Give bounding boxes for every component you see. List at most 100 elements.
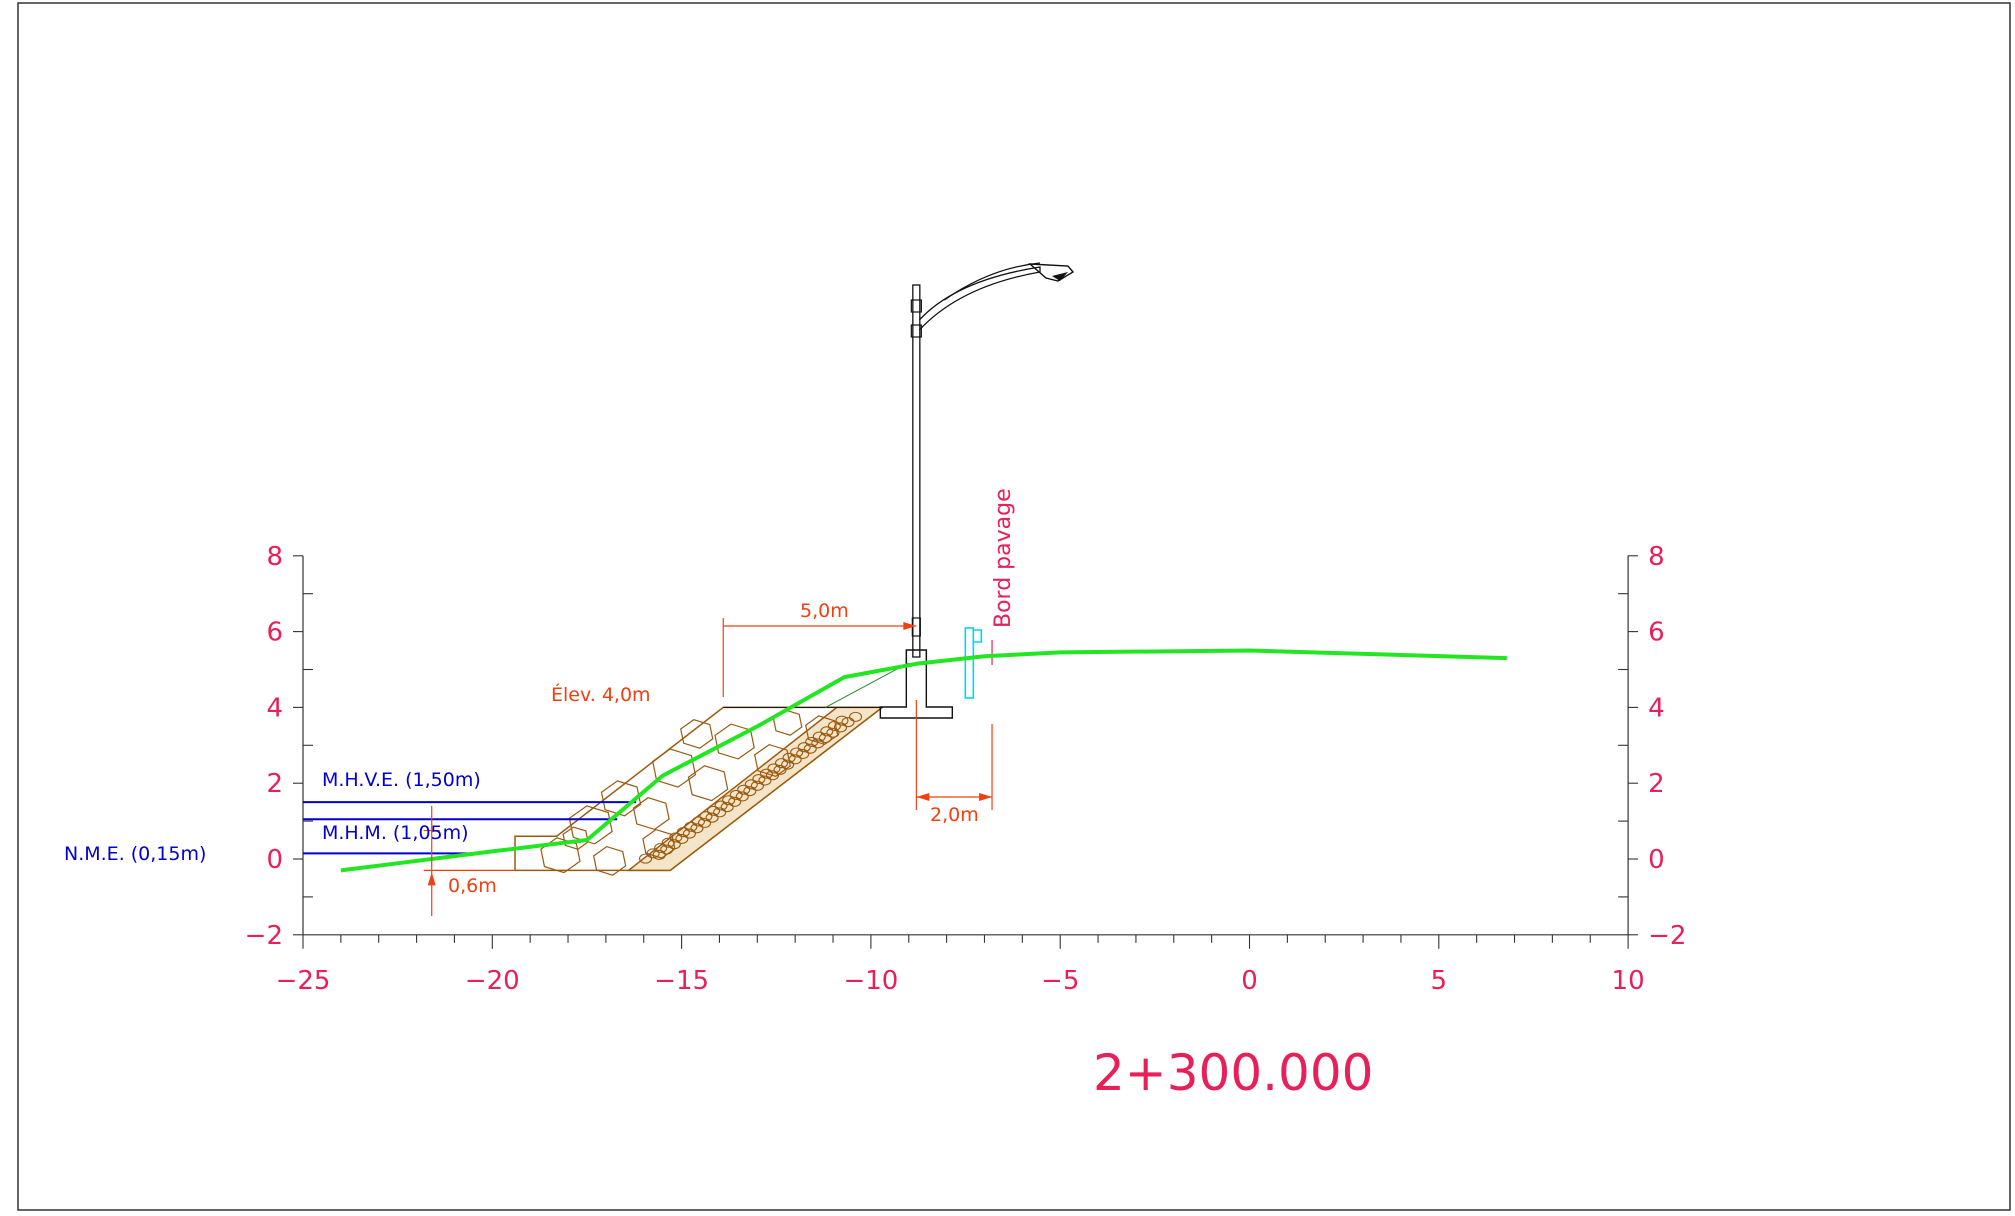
riprap-pebble <box>697 817 712 829</box>
dimension-arrow <box>979 793 993 801</box>
station-label: 2+300.000 <box>1093 1044 1373 1102</box>
riprap-pebble <box>788 754 802 765</box>
y-tick-label-right: 4 <box>1648 693 1665 723</box>
riprap-pebble <box>713 807 727 818</box>
riprap-stone <box>680 719 714 749</box>
y-tick-label-left: −2 <box>245 921 283 951</box>
riprap-pebble <box>752 773 766 785</box>
riprap-pebble <box>796 748 810 760</box>
riprap-pebble <box>699 811 713 822</box>
riprap-pebble <box>690 823 704 834</box>
x-tick-label: 10 <box>1612 966 1645 996</box>
y-tick-label-right: 6 <box>1648 618 1665 648</box>
riprap-pebble <box>728 796 742 807</box>
riprap-pebble <box>811 738 825 749</box>
dimension-lines <box>423 618 993 916</box>
x-tick-label: 5 <box>1431 966 1448 996</box>
y-tick-label-left: 2 <box>266 769 283 799</box>
riprap-pebble <box>835 715 849 726</box>
riprap-stone <box>652 748 697 788</box>
label-mhm: M.H.M. (1,05m) <box>322 822 469 844</box>
riprap-pebble <box>849 711 863 722</box>
grading-line <box>825 663 907 708</box>
riprap-stone <box>754 743 791 777</box>
riprap-pebble <box>782 752 796 763</box>
pole-arm <box>918 266 1041 331</box>
label-nme: N.M.E. (0,15m) <box>64 843 206 865</box>
riprap-pebble <box>705 812 719 823</box>
y-tick-label-right: 0 <box>1648 845 1665 875</box>
riprap-pebble <box>684 821 698 832</box>
x-tick-label: 0 <box>1241 966 1258 996</box>
riprap-pebble <box>682 828 696 839</box>
riprap-pebble <box>661 837 675 848</box>
luminaire <box>1028 263 1075 282</box>
riprap-pebble <box>758 775 772 786</box>
riprap-pebble <box>826 727 840 738</box>
riprap-stone <box>805 715 839 746</box>
riprap-stone <box>540 837 581 874</box>
y-tick-label-left: 6 <box>266 618 283 648</box>
riprap-pebble <box>774 758 789 769</box>
riprap-pebble <box>759 768 773 779</box>
light-pole <box>723 262 1075 719</box>
riprap-pebble <box>676 827 690 838</box>
ground-line <box>340 648 1507 873</box>
riprap-pebble <box>833 722 848 733</box>
riprap-pebble <box>735 791 749 802</box>
riprap-pebble <box>669 832 683 843</box>
riprap-pebble <box>803 743 817 754</box>
marker-flag <box>973 629 983 643</box>
x-tick-label: −5 <box>1041 966 1079 996</box>
riprap-stone <box>600 780 642 817</box>
x-tick-label: −10 <box>843 966 898 996</box>
riprap-pebble <box>706 805 721 816</box>
riprap-pebble <box>722 795 736 806</box>
riprap-pebble <box>660 844 674 855</box>
x-tick-label: −15 <box>654 966 709 996</box>
riprap-pebble <box>797 742 811 753</box>
offset-dimension: 2,0m <box>930 804 979 826</box>
riprap-pebble <box>729 789 743 800</box>
riprap-pebble <box>654 842 668 854</box>
pole-handhole <box>911 617 921 637</box>
riprap-pebble <box>720 802 734 813</box>
dimension-arrow <box>916 793 930 801</box>
riprap-pebble <box>841 717 855 728</box>
riprap-stone <box>632 797 670 831</box>
label-mhve: M.H.V.E. (1,50m) <box>322 769 481 791</box>
riprap-pebble <box>714 800 728 811</box>
riprap-pebble <box>639 853 653 864</box>
riprap-pebble <box>743 786 757 797</box>
x-tick-label: −25 <box>276 966 331 996</box>
y-tick-label-right: 2 <box>1648 769 1665 799</box>
pavement-edge-marker <box>964 627 975 699</box>
pole-collar <box>910 324 922 338</box>
riprap-stone <box>562 826 589 850</box>
riprap-pebble <box>744 779 758 790</box>
riprap-revetment <box>514 706 885 876</box>
axes: 8 6 4 2 0 −2 8 6 4 2 0 −2 −25 −20 −15 −10 −5 0 5 10 <box>245 542 1687 996</box>
y-tick-label-left: 4 <box>266 693 283 723</box>
riprap-pebble <box>781 759 795 770</box>
toe-depth-dimension: 0,6m <box>448 875 497 897</box>
riprap-pebble <box>773 764 787 775</box>
pole-shaft <box>912 284 921 658</box>
water-level-lines <box>303 801 637 855</box>
riprap-pebble <box>818 733 832 744</box>
y-tick-label-right: 8 <box>1648 542 1665 572</box>
riprap-pebble <box>820 726 834 737</box>
riprap-pebble <box>691 816 705 827</box>
pole-collar <box>910 299 922 313</box>
riprap-pebble <box>750 780 764 791</box>
ground-profile <box>340 648 1507 873</box>
riprap-pebble <box>737 784 751 795</box>
dimension-arrow <box>903 622 917 630</box>
riprap-pebble <box>827 720 841 732</box>
riprap-pebble <box>675 833 689 844</box>
top-width-dimension: 5,0m <box>800 600 849 622</box>
riprap-pebble <box>765 770 780 781</box>
luminaire-lens <box>1052 272 1068 281</box>
riprap-pebble <box>790 747 804 758</box>
